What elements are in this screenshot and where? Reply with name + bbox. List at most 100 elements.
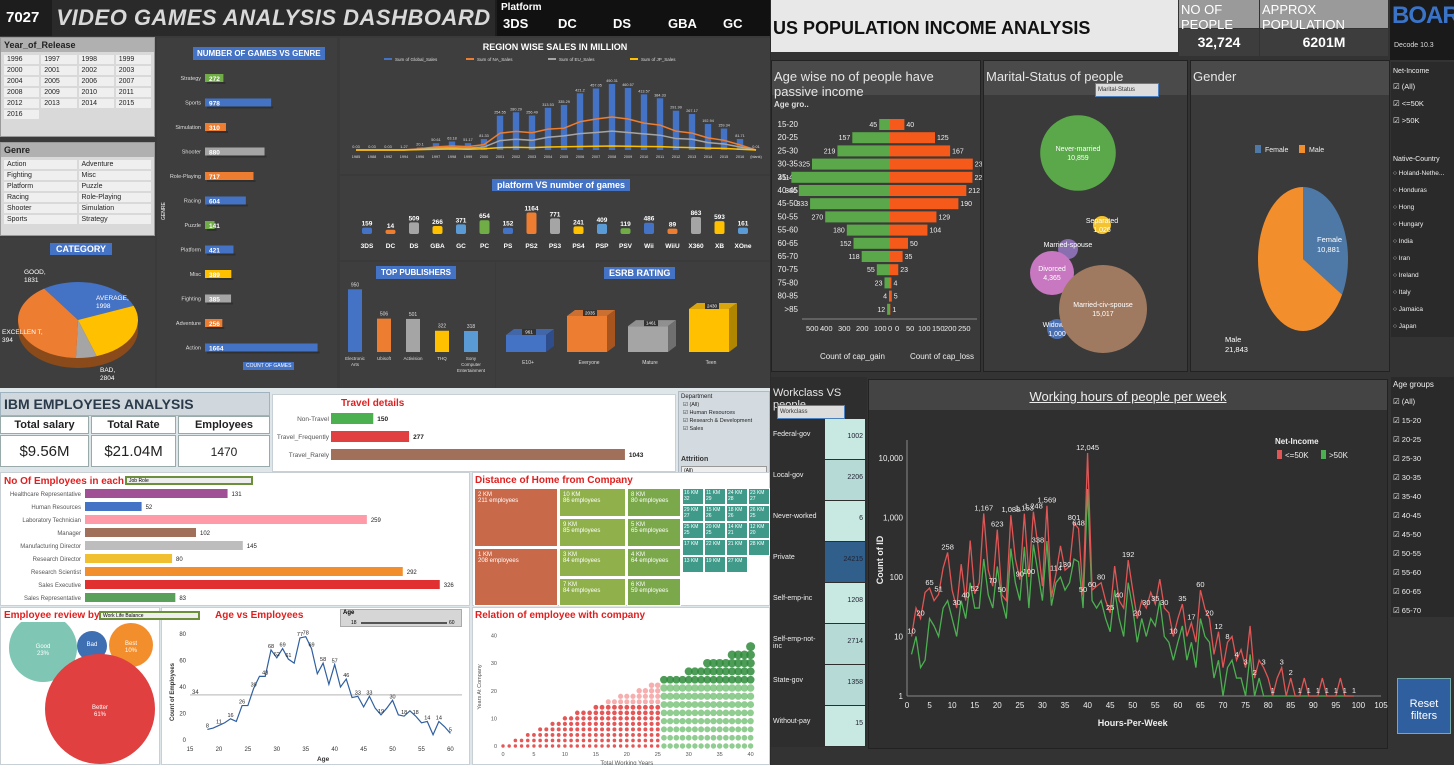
- treemap-cell-5[interactable]: 7 KM 84 employees: [559, 578, 626, 606]
- cap-gain-bar-10[interactable]: [861, 251, 890, 262]
- treemap-cell-24[interactable]: 21 KM: [726, 539, 748, 556]
- year-option-2014[interactable]: 2014: [78, 99, 114, 108]
- age-group-option-7[interactable]: ☑ 45-50: [1393, 530, 1421, 539]
- platform-bar-ds[interactable]: [409, 222, 419, 234]
- country-option-9[interactable]: ○ Japan: [1393, 323, 1417, 330]
- cap-gain-bar-0[interactable]: [879, 119, 890, 130]
- platform-bar-3ds[interactable]: [362, 227, 372, 234]
- marital-filter[interactable]: Marital-Status: [1095, 83, 1159, 97]
- region-bar-2014[interactable]: [704, 124, 712, 150]
- treemap-cell-0[interactable]: 2 KM 211 employees: [474, 488, 558, 547]
- treemap-cell-28[interactable]: 27 KM: [726, 556, 748, 573]
- net-income-option-1[interactable]: ☑ <=50K: [1393, 99, 1424, 108]
- country-option-4[interactable]: ○ India: [1393, 238, 1413, 245]
- workclass-cell-0[interactable]: 1002: [825, 419, 865, 459]
- genre-bar-action[interactable]: [205, 343, 318, 352]
- genre-bar-adventure[interactable]: [205, 319, 223, 327]
- esrb-bar-teen[interactable]: [689, 309, 729, 352]
- workclass-cell-1[interactable]: 2206: [825, 460, 865, 500]
- age-group-option-3[interactable]: ☑ 25-30: [1393, 454, 1421, 463]
- review-bubble-better[interactable]: [45, 654, 155, 764]
- platform-bar-ps4[interactable]: [573, 226, 584, 234]
- cap-loss-bar-3[interactable]: [890, 158, 973, 170]
- country-option-2[interactable]: ○ Hong: [1393, 204, 1415, 211]
- cap-loss-bar-10[interactable]: [890, 251, 903, 262]
- treemap-cell-3[interactable]: 9 KM 85 employees: [559, 518, 626, 547]
- country-option-1[interactable]: ○ Honduras: [1393, 187, 1427, 194]
- platform-bar-xb[interactable]: [714, 221, 725, 234]
- genre-option-adventure[interactable]: Adventure: [78, 160, 151, 169]
- country-option-5[interactable]: ○ Iran: [1393, 255, 1410, 262]
- platform-bar-wii[interactable]: [644, 222, 654, 234]
- treemap-cell-21[interactable]: 12 KM 20: [748, 522, 770, 539]
- platform-bar-wiiu[interactable]: [667, 228, 678, 234]
- treemap-cell-16[interactable]: 18 KM 26: [726, 505, 748, 522]
- genre-bar-platform[interactable]: [205, 245, 234, 254]
- genre-bar-misc[interactable]: [205, 270, 232, 278]
- workclass-filter[interactable]: Workclass: [777, 405, 845, 419]
- treemap-cell-14[interactable]: 29 KM 27: [682, 505, 704, 522]
- year-option-2001[interactable]: 2001: [41, 66, 77, 75]
- year-option-2005[interactable]: 2005: [41, 77, 77, 86]
- year-option-2011[interactable]: 2011: [115, 88, 151, 97]
- age-group-option-2[interactable]: ☑ 20-25: [1393, 435, 1421, 444]
- cap-loss-bar-9[interactable]: [890, 237, 908, 249]
- cap-loss-bar-6[interactable]: [890, 198, 959, 210]
- job-bar-5[interactable]: [85, 554, 173, 563]
- genre-option-action[interactable]: Action: [4, 160, 77, 169]
- genre-bar-sports[interactable]: [205, 98, 272, 107]
- platform-option-gc[interactable]: GC: [723, 16, 743, 31]
- esrb-bar-mature[interactable]: [628, 326, 668, 352]
- cap-gain-bar-3[interactable]: [812, 158, 890, 170]
- treemap-cell-22[interactable]: 17 KM: [682, 539, 704, 556]
- cap-gain-bar-8[interactable]: [846, 224, 890, 236]
- age-group-option-1[interactable]: ☑ 15-20: [1393, 416, 1421, 425]
- job-bar-7[interactable]: [85, 580, 440, 589]
- review-filter[interactable]: Work Life Balance: [99, 611, 200, 620]
- marital-bubble-1[interactable]: [1093, 216, 1111, 234]
- country-option-0[interactable]: ○ Holand-Nethe...: [1393, 170, 1445, 177]
- treemap-cell-11[interactable]: 11 KM 29: [704, 488, 726, 505]
- workclass-cell-3[interactable]: 24215: [825, 542, 865, 582]
- cap-loss-bar-7[interactable]: [890, 211, 937, 223]
- department-option-3[interactable]: ☑ Sales: [683, 426, 704, 432]
- cap-gain-bar-4[interactable]: [791, 171, 890, 183]
- cap-loss-bar-2[interactable]: [890, 145, 951, 157]
- treemap-cell-23[interactable]: 22 KM: [704, 539, 726, 556]
- job-bar-0[interactable]: [85, 489, 228, 498]
- genre-bar-racing[interactable]: [205, 196, 246, 205]
- genre-option-fighting[interactable]: Fighting: [4, 171, 77, 180]
- cap-gain-bar-12[interactable]: [884, 277, 890, 289]
- job-role-filter[interactable]: Job Role: [125, 476, 253, 485]
- travel-bar-non-travel[interactable]: [331, 413, 374, 424]
- treemap-cell-27[interactable]: 19 KM: [704, 556, 726, 573]
- platform-bar-x360[interactable]: [691, 217, 701, 234]
- cap-gain-bar-11[interactable]: [876, 264, 890, 276]
- age-range-filter[interactable]: Age 18 60: [340, 609, 462, 627]
- marital-bubble-0[interactable]: [1040, 115, 1116, 191]
- genre-option-strategy[interactable]: Strategy: [78, 215, 151, 224]
- job-bar-3[interactable]: [85, 528, 196, 537]
- genre-bar-shooter[interactable]: [205, 147, 265, 156]
- treemap-cell-13[interactable]: 23 KM 27: [748, 488, 770, 505]
- genre-bar-puzzle[interactable]: [205, 221, 215, 229]
- year-option-2015[interactable]: 2015: [115, 99, 151, 108]
- category-slice-excellent[interactable]: [75, 320, 97, 358]
- treemap-cell-4[interactable]: 3 KM 84 employees: [559, 548, 626, 577]
- treemap-cell-9[interactable]: 6 KM 59 employees: [627, 578, 681, 606]
- category-slice-average[interactable]: [44, 282, 134, 320]
- cap-gain-bar-14[interactable]: [887, 303, 890, 315]
- workclass-cell-6[interactable]: 1358: [825, 665, 865, 705]
- review-bubble-best[interactable]: [109, 623, 153, 667]
- treemap-cell-20[interactable]: 14 KM 21: [726, 522, 748, 539]
- treemap-cell-17[interactable]: 26 KM 25: [748, 505, 770, 522]
- publisher-bar-0[interactable]: [348, 289, 362, 352]
- publisher-bar-1[interactable]: [377, 318, 391, 352]
- age-group-option-6[interactable]: ☑ 40-45: [1393, 511, 1421, 520]
- platform-bar-ps2[interactable]: [526, 212, 537, 234]
- platform-bar-dc[interactable]: [385, 229, 396, 234]
- country-option-6[interactable]: ○ Ireland: [1393, 272, 1419, 279]
- genre-bar-simulation[interactable]: [205, 123, 226, 131]
- platform-bar-xone[interactable]: [738, 227, 748, 234]
- year-option-2007[interactable]: 2007: [115, 77, 151, 86]
